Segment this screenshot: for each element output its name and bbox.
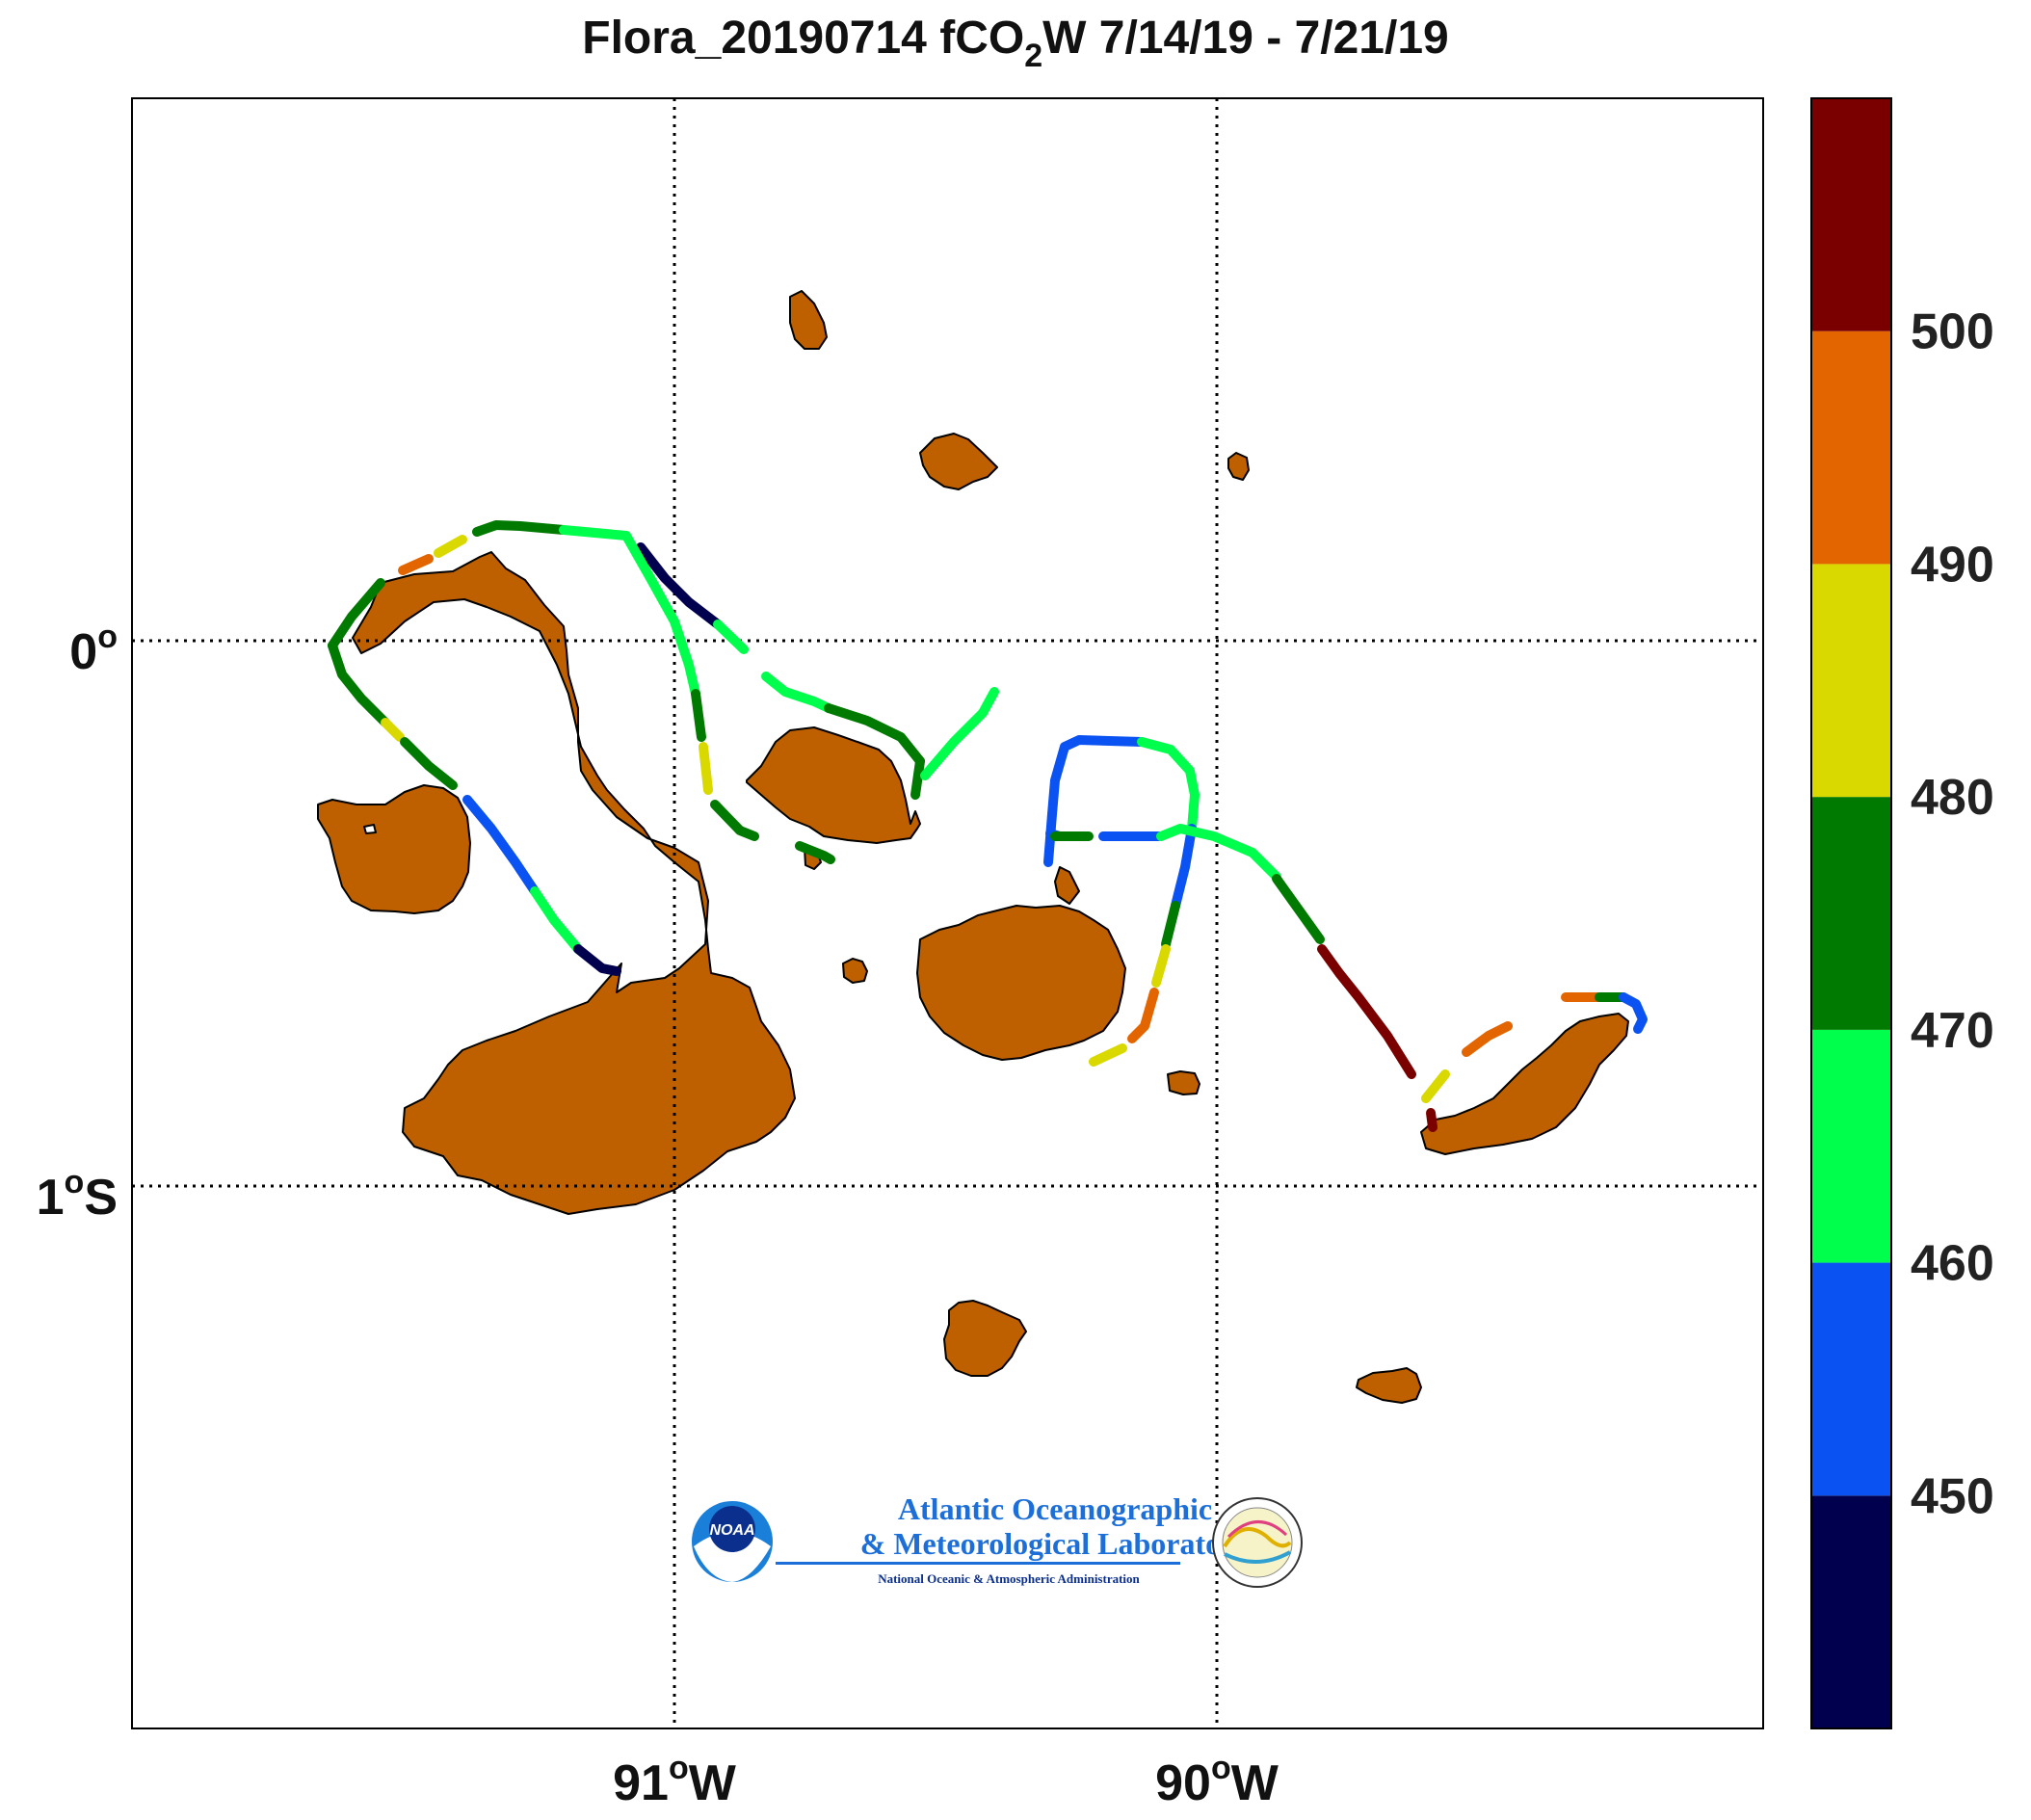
noaa-emblem: NOAA [692,1501,773,1582]
colorbar-tick-label: 490 [1911,537,1994,593]
track-segment [1272,874,1325,944]
colorbar-frame [1810,97,1892,1729]
doc-seal [1212,1497,1303,1588]
track-segment [710,800,759,841]
x-tick-label: 91oW [613,1750,737,1811]
track-segment [1127,988,1159,1043]
track-segment [1426,1108,1438,1132]
island-pinta [789,290,828,350]
map-title: Flora_20190714 fCO2W 7/14/19 - 7/21/19 [582,13,1449,74]
track-segment [910,756,925,800]
colorbar-band [1811,330,1891,565]
island-pinzon [842,958,868,984]
colorbar-band [1811,797,1891,1030]
track-segment [1421,1069,1450,1103]
y-tick-label: 0o [69,619,118,680]
svg-text:NOAA: NOAA [709,1522,754,1539]
map-frame [131,97,1764,1729]
track-segment [636,542,723,629]
colorbar-band [1811,564,1891,798]
aoml-logo: NOAA Atlantic Oceanographic & Meteorolog… [692,1491,1303,1588]
colorbar-tick-label: 460 [1911,1236,1994,1292]
track-segment [559,525,631,541]
colorbar-tick-label: 470 [1911,1003,1994,1059]
island-santiago [746,726,921,844]
colorbar-band [1811,1262,1891,1496]
colorbar-tick-label: 450 [1911,1468,1994,1524]
logo-line2: & Meteorological Laboratory [860,1526,1251,1561]
track-segment [434,535,467,558]
island-fernandina [317,784,471,914]
track-segment [1317,944,1416,1079]
logo-underline [776,1562,1180,1565]
track-segment [328,578,385,650]
track-segment [1171,824,1197,910]
track-segment [400,737,458,790]
grid-lines [132,98,1763,1728]
track-segment [573,944,621,976]
logo-line1: Atlantic Oceanographic [898,1491,1212,1526]
cruise-track [328,520,1648,1132]
colorbar-band [1811,1029,1891,1263]
island-rabida [1054,866,1080,905]
colorbar-tick-label: 480 [1911,770,1994,826]
track-segment [920,687,999,780]
island-santa-cruz [916,905,1126,1061]
track-segment [462,795,540,896]
y-tick-label: 1oS [37,1164,118,1226]
island-marchena [919,433,998,490]
track-segment [1462,1021,1513,1057]
track-segment [621,531,700,699]
axis-labels: 91oW 90oW 0o 1oS [37,619,1279,1811]
track-segment [1137,737,1200,833]
track-segment [699,742,713,795]
island-san-cristobal [1420,1013,1629,1155]
island-fernandina-lake [363,824,377,834]
x-tick-label: 90oW [1155,1750,1279,1811]
track-segment [824,703,925,766]
track-segment [691,689,706,742]
track-segment [1156,824,1257,857]
islands [317,290,1629,1404]
track-segment [1161,901,1180,949]
island-espanola [1356,1367,1422,1404]
track-segment [530,886,583,954]
track-segment [713,620,749,654]
colorbar: 450 460 470 480 490 500 [1810,97,1994,1729]
track-segment [795,841,835,864]
island-isabela [352,551,796,1215]
track-segment [328,641,390,727]
island-santa-fe [1167,1070,1200,1095]
map-frame-group [131,97,1764,1729]
island-genovesa [1227,452,1250,481]
track-segment [761,672,833,713]
colorbar-tick-label: 500 [1911,304,1994,360]
track-segment [1619,992,1648,1034]
track-segment [1248,848,1281,882]
track-segment [472,520,568,537]
island-floreana [943,1300,1027,1377]
colorbar-band [1811,98,1891,331]
track-segment [398,554,434,575]
track-segment [1089,1043,1127,1067]
colorbar-band [1811,1495,1891,1728]
track-segment [1043,735,1147,867]
track-segment [381,718,405,742]
logo-line3: National Oceanic & Atmospheric Administr… [878,1571,1140,1586]
track-segment [1151,944,1171,988]
